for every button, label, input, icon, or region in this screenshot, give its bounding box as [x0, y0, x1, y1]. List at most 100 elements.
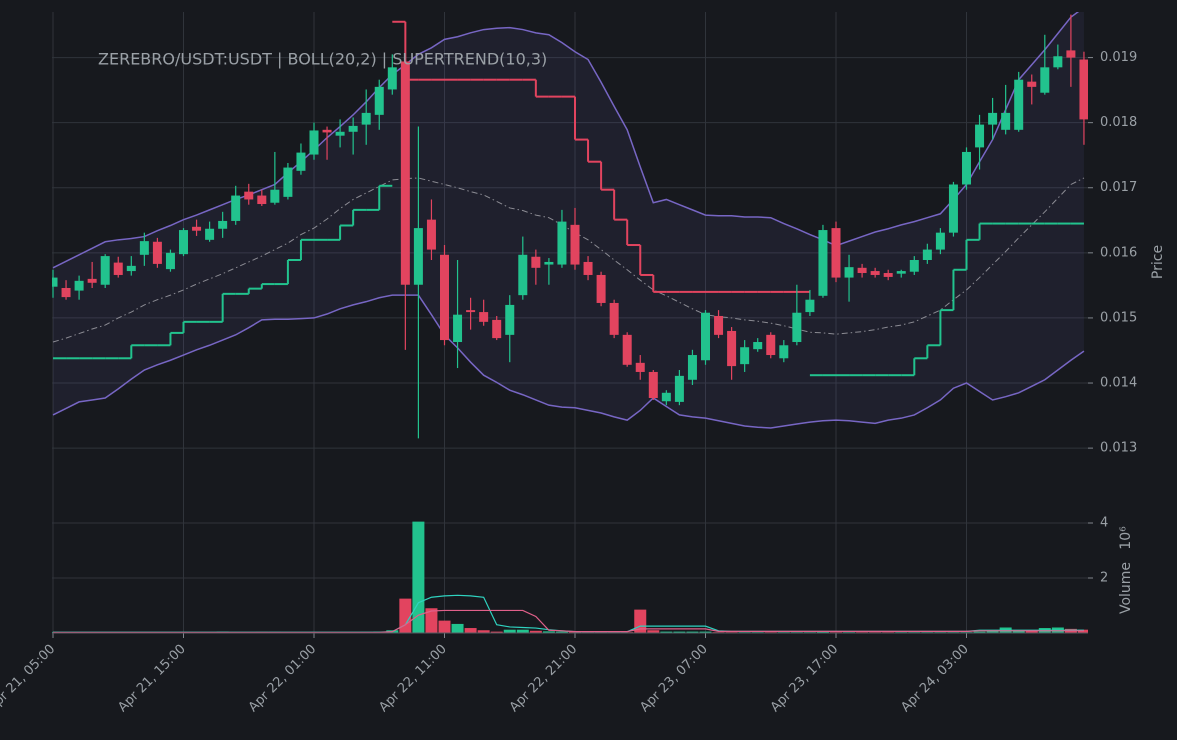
- volume-bar: [438, 620, 451, 633]
- candle-body: [387, 67, 397, 90]
- volume-bar: [425, 608, 438, 633]
- candle-body: [348, 125, 358, 132]
- candle-body: [766, 334, 776, 356]
- candle-body: [635, 362, 645, 372]
- candle-body: [479, 312, 489, 322]
- candle-body: [205, 228, 215, 240]
- volume-bar: [673, 631, 686, 633]
- candle-body: [975, 124, 985, 148]
- candle-body: [1066, 50, 1076, 58]
- candle-body: [139, 241, 149, 255]
- candle-body: [244, 191, 254, 200]
- candle-body: [100, 256, 110, 285]
- candle-body: [257, 195, 267, 205]
- candle-body: [505, 304, 515, 335]
- volume-bar: [699, 631, 712, 633]
- candle-body: [857, 267, 867, 274]
- candle-body: [335, 131, 345, 136]
- candle-body: [870, 271, 880, 275]
- candle-body: [922, 249, 932, 260]
- volume-offset-label: 10⁶: [1118, 526, 1134, 550]
- candle-body: [544, 261, 554, 265]
- candle-body: [609, 302, 619, 335]
- volume-plot: [52, 521, 1088, 634]
- y-tick-label: 0.014: [1100, 376, 1137, 391]
- candle-body: [831, 228, 841, 278]
- y-tick-label: 0.018: [1100, 115, 1137, 130]
- candle-body: [1014, 79, 1024, 130]
- volume-bar: [412, 521, 425, 633]
- volume-bar: [516, 629, 529, 633]
- candle-body: [648, 371, 658, 398]
- candle-body: [714, 315, 724, 335]
- candle-body: [400, 61, 410, 285]
- candle-body: [948, 184, 958, 233]
- candle-body: [844, 267, 854, 278]
- candle-body: [426, 219, 436, 250]
- candle-body: [440, 254, 449, 341]
- candle-body: [296, 152, 306, 171]
- volume-bar: [1012, 630, 1025, 633]
- y-tick-label: 0.019: [1100, 50, 1137, 65]
- volume-bar: [816, 631, 829, 633]
- candle-body: [687, 355, 697, 380]
- volume-bar: [660, 631, 673, 633]
- y-tick-label: 0.015: [1100, 310, 1137, 325]
- volume-bar: [490, 631, 503, 633]
- volume-bar: [464, 628, 477, 633]
- candle-body: [165, 252, 175, 270]
- bollinger-lower: [52, 294, 1085, 429]
- candle-body: [1079, 59, 1088, 120]
- candle-body: [883, 273, 893, 277]
- candle-body: [674, 375, 684, 402]
- candle-body: [531, 256, 541, 268]
- volume-axis-label: Volume: [1118, 562, 1134, 614]
- candle-body: [1040, 67, 1050, 93]
- candle-body: [361, 112, 371, 125]
- candle-body: [322, 129, 332, 133]
- candle-body: [126, 265, 136, 272]
- candle-body: [192, 226, 202, 231]
- candle-body: [557, 221, 567, 265]
- volume-bar: [399, 598, 412, 633]
- candle-body: [231, 195, 241, 221]
- candle-body: [74, 280, 84, 291]
- candle-body: [753, 342, 763, 350]
- candle-body: [492, 319, 502, 339]
- candle-body: [218, 220, 228, 229]
- chart-title: ZEREBRO/USDT:USDT | BOLL(20,2) | SUPERTR…: [98, 50, 547, 69]
- candle-body: [518, 254, 528, 296]
- y-tick-label: 4: [1100, 516, 1108, 531]
- y-tick-label: 2: [1100, 571, 1108, 586]
- volume-bar: [973, 631, 986, 633]
- candle-body: [701, 312, 710, 361]
- candle-body: [935, 232, 945, 250]
- y-axis-label: Price: [1150, 245, 1166, 279]
- candle-body: [661, 392, 671, 402]
- candle-body: [413, 228, 423, 285]
- candle-body: [596, 274, 606, 303]
- volume-bar: [569, 631, 581, 633]
- bollinger-middle: [52, 177, 1085, 343]
- candle-body: [740, 347, 750, 365]
- candle-body: [779, 345, 789, 359]
- volume-bar: [686, 631, 699, 633]
- y-tick-label: 0.013: [1100, 441, 1137, 456]
- candle-body: [727, 330, 737, 367]
- volume-bar: [555, 631, 568, 633]
- volume-bar: [986, 630, 999, 633]
- volume-bar: [451, 623, 464, 633]
- candle-body: [792, 312, 802, 343]
- candle-body: [570, 224, 580, 265]
- candle-body: [1053, 56, 1063, 68]
- candle-body: [52, 277, 58, 287]
- candle-body: [453, 314, 463, 343]
- candle-body: [583, 261, 593, 275]
- candle-body: [179, 230, 188, 255]
- y-tick-label: 0.016: [1100, 245, 1137, 260]
- volume-bar: [542, 631, 555, 633]
- candle-body: [152, 241, 162, 264]
- candle-body: [962, 151, 971, 185]
- volume-bar: [477, 630, 490, 633]
